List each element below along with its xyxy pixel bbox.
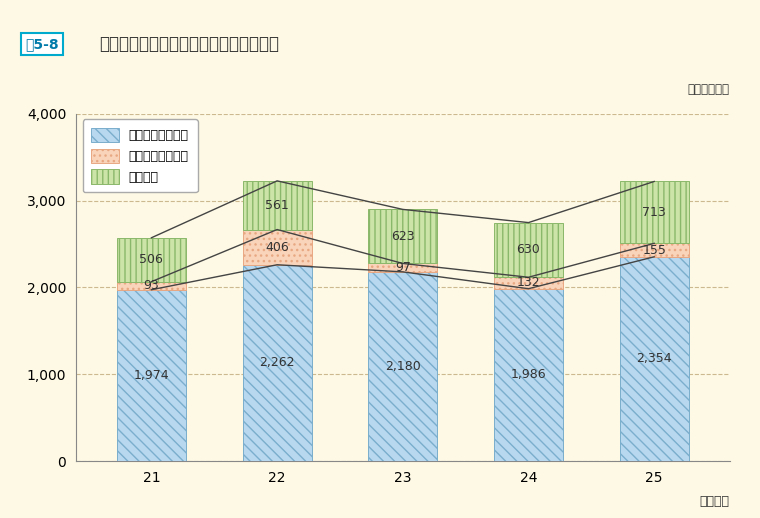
Text: 1,986: 1,986 <box>511 368 546 381</box>
Text: 1,974: 1,974 <box>134 369 169 382</box>
Text: 406: 406 <box>265 241 289 254</box>
Bar <box>117 282 186 290</box>
Text: 155: 155 <box>642 243 666 256</box>
Text: 506: 506 <box>140 253 163 266</box>
Bar <box>619 243 689 257</box>
Text: （年度）: （年度） <box>700 495 730 508</box>
Bar <box>369 209 437 264</box>
Legend: 公務災害（負傷）, 公務災害（疾病）, 通勤災害: 公務災害（負傷）, 公務災害（疾病）, 通勤災害 <box>83 119 198 193</box>
Text: 561: 561 <box>265 199 289 212</box>
Text: （単位：件）: （単位：件） <box>688 83 730 96</box>
Text: 公務災害及び通勤災害の認定件数の推移: 公務災害及び通勤災害の認定件数の推移 <box>99 35 279 53</box>
Text: 93: 93 <box>144 279 160 292</box>
Bar <box>494 277 563 289</box>
Bar <box>369 264 437 272</box>
Bar <box>369 272 437 461</box>
Bar <box>494 223 563 277</box>
Text: 97: 97 <box>395 261 410 274</box>
Text: 623: 623 <box>391 230 415 243</box>
Text: 2,354: 2,354 <box>636 352 672 365</box>
Text: 630: 630 <box>517 243 540 256</box>
Text: 132: 132 <box>517 277 540 290</box>
Bar <box>117 238 186 282</box>
Bar <box>242 181 312 229</box>
Bar <box>242 229 312 265</box>
Text: 2,180: 2,180 <box>385 360 421 373</box>
Bar <box>619 257 689 461</box>
Text: 2,262: 2,262 <box>259 356 295 369</box>
Text: 嘨5-8: 嘨5-8 <box>25 37 59 51</box>
Bar <box>619 181 689 243</box>
Text: 713: 713 <box>642 206 666 219</box>
Bar <box>242 265 312 461</box>
Bar <box>117 290 186 461</box>
Bar <box>494 289 563 461</box>
